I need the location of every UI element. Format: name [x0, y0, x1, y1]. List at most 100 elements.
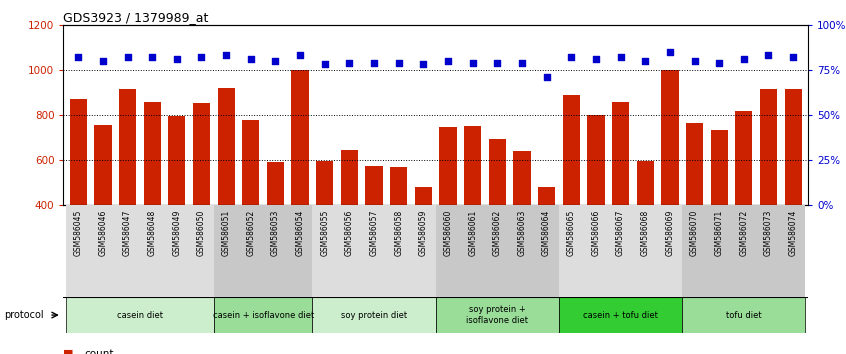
Text: GSM586046: GSM586046 [98, 210, 107, 256]
Text: GSM586060: GSM586060 [443, 210, 453, 256]
Point [195, 55, 208, 60]
Point [416, 62, 430, 67]
Bar [682, 297, 805, 333]
Text: GSM586050: GSM586050 [197, 210, 206, 256]
Point [466, 60, 480, 65]
Point [564, 55, 578, 60]
Text: GSM586069: GSM586069 [666, 210, 674, 256]
Point [269, 58, 283, 64]
Text: GSM586055: GSM586055 [321, 210, 329, 256]
Point [219, 53, 233, 58]
Text: count: count [85, 349, 114, 354]
Point [712, 60, 726, 65]
Text: GSM586063: GSM586063 [518, 210, 526, 256]
Point [318, 62, 332, 67]
Bar [436, 297, 559, 333]
Bar [682, 205, 805, 297]
Point [244, 56, 257, 62]
Text: casein diet: casein diet [117, 310, 163, 320]
Bar [94, 125, 112, 205]
Bar [784, 89, 802, 205]
Point [540, 74, 553, 80]
Text: GSM586070: GSM586070 [690, 210, 699, 256]
Bar [292, 70, 309, 205]
Bar [415, 187, 432, 205]
Text: protocol: protocol [4, 310, 44, 320]
Bar [711, 130, 728, 205]
Bar [214, 205, 312, 297]
Text: GSM586053: GSM586053 [271, 210, 280, 256]
Text: GSM586065: GSM586065 [567, 210, 576, 256]
Bar [587, 115, 605, 205]
Point [787, 55, 800, 60]
Text: GSM586051: GSM586051 [222, 210, 231, 256]
Text: GSM586057: GSM586057 [370, 210, 378, 256]
Point [294, 53, 307, 58]
Point [442, 58, 455, 64]
Point [737, 56, 750, 62]
Point [663, 49, 677, 55]
Bar [538, 187, 555, 205]
Bar [636, 161, 654, 205]
Point [392, 60, 405, 65]
Bar [489, 139, 506, 205]
Text: GSM586071: GSM586071 [715, 210, 723, 256]
Text: GSM586067: GSM586067 [616, 210, 625, 256]
Point [515, 60, 529, 65]
Text: GSM586066: GSM586066 [591, 210, 601, 256]
Text: GSM586064: GSM586064 [542, 210, 551, 256]
Text: GSM586047: GSM586047 [123, 210, 132, 256]
Bar [563, 95, 580, 205]
Text: GSM586072: GSM586072 [739, 210, 749, 256]
Text: GSM586059: GSM586059 [419, 210, 428, 256]
Text: GSM586056: GSM586056 [345, 210, 354, 256]
Bar [686, 123, 703, 205]
Point [491, 60, 504, 65]
Text: soy protein +
isoflavone diet: soy protein + isoflavone diet [466, 306, 528, 325]
Point [639, 58, 652, 64]
Bar [266, 162, 284, 205]
Point [761, 53, 775, 58]
Point [121, 55, 135, 60]
Text: casein + tofu diet: casein + tofu diet [583, 310, 658, 320]
Text: GSM586045: GSM586045 [74, 210, 83, 256]
Bar [119, 89, 136, 205]
Bar [66, 297, 214, 333]
Bar [69, 99, 87, 205]
Bar [559, 297, 682, 333]
Bar [168, 116, 185, 205]
Text: soy protein diet: soy protein diet [341, 310, 407, 320]
Bar [390, 167, 407, 205]
Text: GSM586052: GSM586052 [246, 210, 255, 256]
Bar [439, 127, 457, 205]
Point [343, 60, 356, 65]
Point [96, 58, 110, 64]
Text: GSM586048: GSM586048 [148, 210, 157, 256]
Bar [214, 297, 312, 333]
Bar [464, 126, 481, 205]
Text: GDS3923 / 1379989_at: GDS3923 / 1379989_at [63, 11, 209, 24]
Text: GSM586058: GSM586058 [394, 210, 404, 256]
Text: tofu diet: tofu diet [726, 310, 761, 320]
Bar [193, 103, 210, 205]
Bar [242, 120, 260, 205]
Point [589, 56, 602, 62]
Bar [559, 205, 682, 297]
Bar [66, 205, 214, 297]
Bar [312, 205, 436, 297]
Point [170, 56, 184, 62]
Bar [514, 151, 530, 205]
Bar [316, 161, 333, 205]
Bar [662, 70, 678, 205]
Text: GSM586062: GSM586062 [493, 210, 502, 256]
Point [367, 60, 381, 65]
Point [688, 58, 701, 64]
Text: ■: ■ [63, 349, 74, 354]
Bar [217, 88, 235, 205]
Bar [436, 205, 559, 297]
Bar [341, 150, 358, 205]
Text: GSM586049: GSM586049 [173, 210, 181, 256]
Bar [144, 102, 161, 205]
Bar [760, 89, 777, 205]
Text: GSM586068: GSM586068 [640, 210, 650, 256]
